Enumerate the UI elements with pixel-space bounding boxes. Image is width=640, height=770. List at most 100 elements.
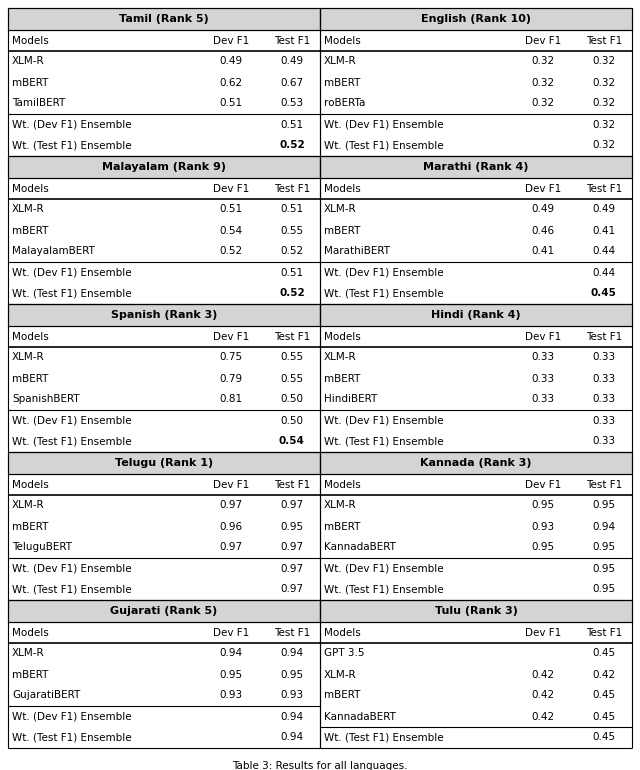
Text: GujaratiBERT: GujaratiBERT xyxy=(12,691,80,701)
Text: 0.51: 0.51 xyxy=(280,119,303,129)
Text: mBERT: mBERT xyxy=(324,226,360,236)
Text: XLM-R: XLM-R xyxy=(324,205,356,215)
Text: Wt. (Test F1) Ensemble: Wt. (Test F1) Ensemble xyxy=(324,437,444,447)
Text: 0.33: 0.33 xyxy=(593,437,616,447)
Text: 0.32: 0.32 xyxy=(531,99,555,109)
Text: mBERT: mBERT xyxy=(12,78,49,88)
Text: roBERTa: roBERTa xyxy=(324,99,365,109)
Text: Models: Models xyxy=(12,35,49,45)
Text: Models: Models xyxy=(12,628,49,638)
Text: KannadaBERT: KannadaBERT xyxy=(324,711,396,721)
Text: 0.95: 0.95 xyxy=(593,584,616,594)
Text: Dev F1: Dev F1 xyxy=(213,628,249,638)
Text: mBERT: mBERT xyxy=(12,669,49,679)
Text: Wt. (Dev F1) Ensemble: Wt. (Dev F1) Ensemble xyxy=(12,711,132,721)
Text: Models: Models xyxy=(324,35,361,45)
Text: 0.49: 0.49 xyxy=(593,205,616,215)
Text: Tamil (Rank 5): Tamil (Rank 5) xyxy=(119,14,209,24)
Text: Dev F1: Dev F1 xyxy=(525,480,561,490)
Text: 0.49: 0.49 xyxy=(280,56,303,66)
Text: 0.54: 0.54 xyxy=(220,226,243,236)
Text: 0.51: 0.51 xyxy=(280,205,303,215)
Text: Malayalam (Rank 9): Malayalam (Rank 9) xyxy=(102,162,226,172)
Text: 0.45: 0.45 xyxy=(593,691,616,701)
Text: 0.44: 0.44 xyxy=(593,267,616,277)
Text: 0.45: 0.45 xyxy=(593,711,616,721)
Text: 0.46: 0.46 xyxy=(531,226,555,236)
Text: 0.95: 0.95 xyxy=(280,521,303,531)
Text: 0.95: 0.95 xyxy=(593,564,616,574)
Text: 0.95: 0.95 xyxy=(531,500,555,511)
Text: 0.95: 0.95 xyxy=(531,543,555,553)
Text: 0.50: 0.50 xyxy=(280,394,303,404)
Text: 0.93: 0.93 xyxy=(531,521,555,531)
Text: Kannada (Rank 3): Kannada (Rank 3) xyxy=(420,458,532,468)
Text: TamilBERT: TamilBERT xyxy=(12,99,65,109)
Text: 0.52: 0.52 xyxy=(280,246,303,256)
Text: Wt. (Dev F1) Ensemble: Wt. (Dev F1) Ensemble xyxy=(324,416,444,426)
Text: Wt. (Dev F1) Ensemble: Wt. (Dev F1) Ensemble xyxy=(12,564,132,574)
Text: Models: Models xyxy=(12,332,49,342)
Bar xyxy=(8,304,320,326)
Text: Dev F1: Dev F1 xyxy=(213,332,249,342)
Text: mBERT: mBERT xyxy=(12,521,49,531)
Text: Models: Models xyxy=(12,480,49,490)
Text: Test F1: Test F1 xyxy=(274,183,310,193)
Text: KannadaBERT: KannadaBERT xyxy=(324,543,396,553)
Text: XLM-R: XLM-R xyxy=(324,500,356,511)
Text: Dev F1: Dev F1 xyxy=(213,480,249,490)
Text: 0.41: 0.41 xyxy=(531,246,555,256)
Text: XLM-R: XLM-R xyxy=(12,205,45,215)
Text: XLM-R: XLM-R xyxy=(12,353,45,363)
Text: mBERT: mBERT xyxy=(324,373,360,383)
Text: Test F1: Test F1 xyxy=(586,35,622,45)
Text: 0.97: 0.97 xyxy=(280,543,303,553)
Text: XLM-R: XLM-R xyxy=(324,669,356,679)
Text: mBERT: mBERT xyxy=(324,521,360,531)
Text: 0.95: 0.95 xyxy=(593,500,616,511)
Text: 0.41: 0.41 xyxy=(593,226,616,236)
Text: 0.97: 0.97 xyxy=(220,500,243,511)
Text: 0.50: 0.50 xyxy=(280,416,303,426)
Bar xyxy=(320,156,632,178)
Text: 0.95: 0.95 xyxy=(593,543,616,553)
Text: MalayalamBERT: MalayalamBERT xyxy=(12,246,95,256)
Text: 0.33: 0.33 xyxy=(593,353,616,363)
Text: Test F1: Test F1 xyxy=(274,628,310,638)
Bar xyxy=(320,452,632,474)
Text: MarathiBERT: MarathiBERT xyxy=(324,246,390,256)
Text: Wt. (Test F1) Ensemble: Wt. (Test F1) Ensemble xyxy=(324,584,444,594)
Text: 0.96: 0.96 xyxy=(220,521,243,531)
Text: HindiBERT: HindiBERT xyxy=(324,394,377,404)
Text: 0.97: 0.97 xyxy=(280,500,303,511)
Text: Wt. (Dev F1) Ensemble: Wt. (Dev F1) Ensemble xyxy=(12,119,132,129)
Bar xyxy=(8,8,320,30)
Text: 0.52: 0.52 xyxy=(279,140,305,150)
Text: 0.95: 0.95 xyxy=(280,669,303,679)
Text: Dev F1: Dev F1 xyxy=(525,183,561,193)
Text: 0.32: 0.32 xyxy=(593,99,616,109)
Text: 0.32: 0.32 xyxy=(531,56,555,66)
Text: 0.44: 0.44 xyxy=(593,246,616,256)
Text: Marathi (Rank 4): Marathi (Rank 4) xyxy=(423,162,529,172)
Text: 0.33: 0.33 xyxy=(593,416,616,426)
Text: Dev F1: Dev F1 xyxy=(213,35,249,45)
Text: 0.42: 0.42 xyxy=(531,669,555,679)
Text: XLM-R: XLM-R xyxy=(324,353,356,363)
Text: 0.95: 0.95 xyxy=(220,669,243,679)
Text: 0.55: 0.55 xyxy=(280,373,303,383)
Text: Wt. (Test F1) Ensemble: Wt. (Test F1) Ensemble xyxy=(324,140,444,150)
Text: 0.51: 0.51 xyxy=(280,267,303,277)
Text: 0.49: 0.49 xyxy=(531,205,555,215)
Text: Test F1: Test F1 xyxy=(274,480,310,490)
Text: GPT 3.5: GPT 3.5 xyxy=(324,648,365,658)
Text: Table 3: Results for all languages.: Table 3: Results for all languages. xyxy=(232,761,408,770)
Text: 0.54: 0.54 xyxy=(279,437,305,447)
Text: Test F1: Test F1 xyxy=(274,35,310,45)
Text: 0.55: 0.55 xyxy=(280,353,303,363)
Text: Wt. (Test F1) Ensemble: Wt. (Test F1) Ensemble xyxy=(12,732,132,742)
Text: Test F1: Test F1 xyxy=(586,183,622,193)
Text: 0.94: 0.94 xyxy=(280,648,303,658)
Text: XLM-R: XLM-R xyxy=(324,56,356,66)
Text: 0.33: 0.33 xyxy=(531,353,555,363)
